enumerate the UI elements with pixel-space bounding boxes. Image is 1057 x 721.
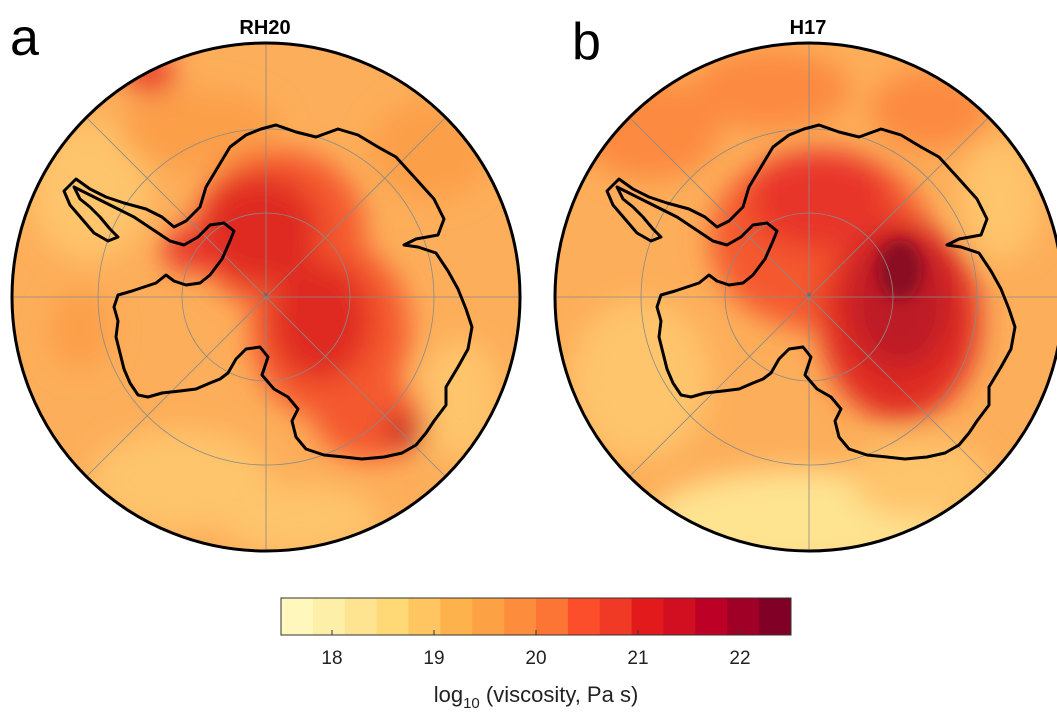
colorbar-swatch: [631, 598, 664, 635]
colorbar-swatch: [695, 598, 728, 635]
colorbar-swatch: [599, 598, 633, 635]
colorbar-tick-label: 18: [321, 648, 343, 669]
colorbar-swatch: [408, 598, 441, 635]
panel-b-letter: b: [572, 13, 601, 71]
map-panel-b: *: [555, 43, 1057, 551]
panel-a-letter: a: [10, 9, 39, 67]
panel-b-title: H17: [789, 17, 827, 39]
svg-text:*: *: [263, 290, 269, 304]
graticule-a: [12, 43, 520, 551]
map-panel-a: *: [12, 43, 520, 551]
colorbar-tick-label: 20: [525, 648, 547, 669]
colorbar-swatch: [472, 598, 505, 635]
colorbar-tick-label: 19: [423, 648, 445, 669]
colorbar-tick-label: 22: [729, 648, 751, 669]
colorbar-swatch: [759, 598, 792, 635]
colorbar-swatch: [281, 598, 314, 635]
colorbar-swatch: [727, 598, 760, 635]
colorbar-swatch: [376, 598, 409, 635]
colorbar-swatch: [344, 598, 378, 635]
svg-text:*: *: [806, 290, 812, 304]
map-b-border: [553, 41, 1057, 553]
colorbar-label: log10 (viscosity, Pa s): [433, 682, 639, 712]
colorbar-tick-label: 21: [627, 648, 649, 669]
colorbar-swatch: [440, 598, 473, 635]
colorbar-swatch: [504, 598, 537, 635]
colorbar-swatch: [536, 598, 569, 635]
colorbar-swatch: [312, 598, 346, 635]
colorbar: [280, 597, 792, 636]
map-a-border: [10, 41, 522, 553]
panel-a-title: RH20: [239, 17, 291, 39]
colorbar-swatch: [663, 598, 696, 635]
colorbar-swatch: [567, 598, 601, 635]
